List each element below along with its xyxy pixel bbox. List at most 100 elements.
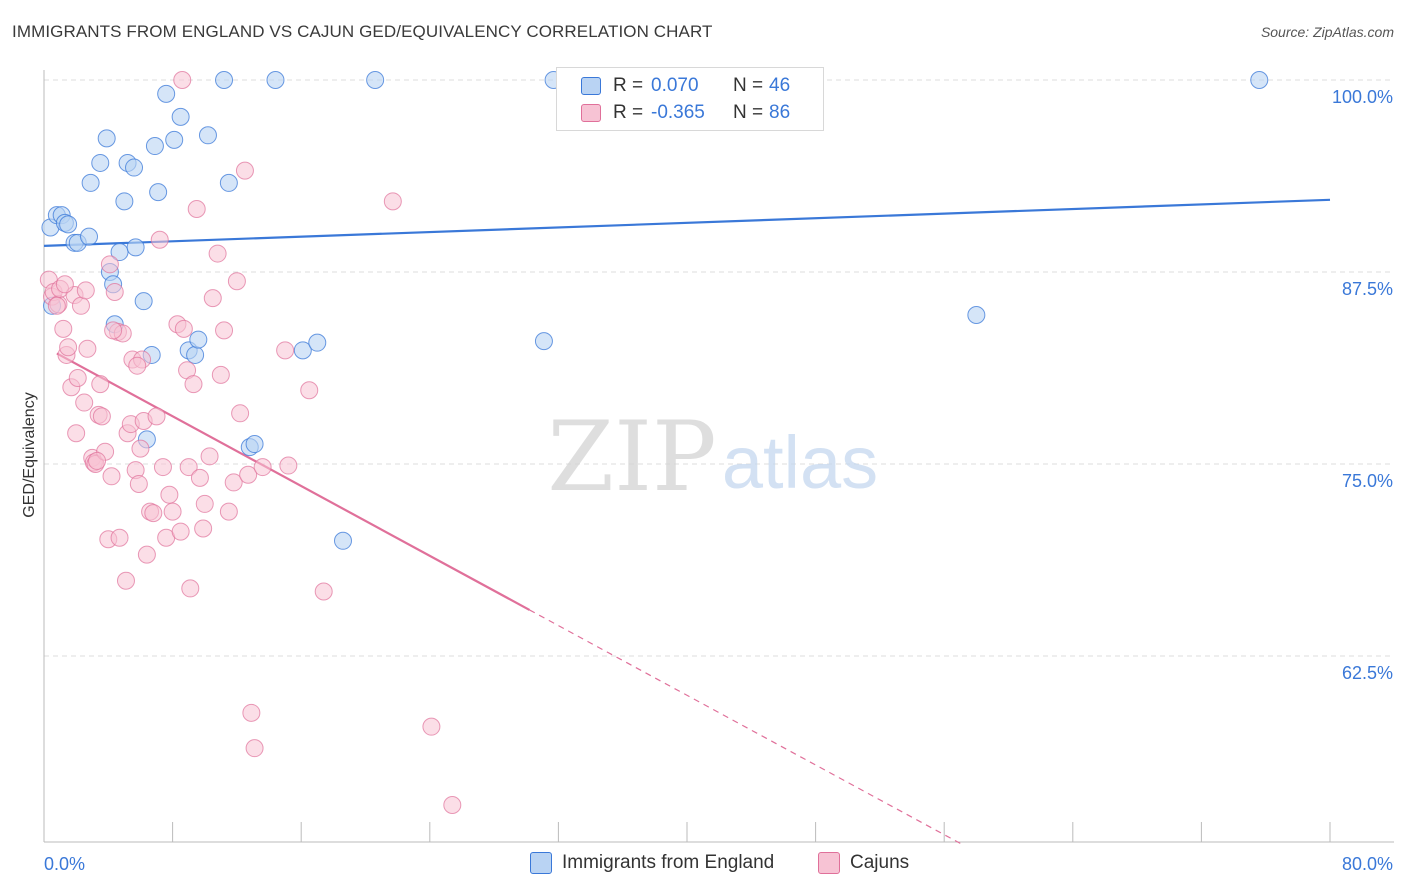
cajun-point (76, 281, 95, 300)
england-points (41, 71, 1269, 550)
cajun-point (55, 275, 74, 294)
england-point (366, 71, 385, 89)
cajun-point (190, 468, 209, 487)
cajun-point (163, 502, 182, 521)
cajun-trend-extension (529, 609, 961, 844)
cajun-point (104, 321, 123, 340)
cajun-point (105, 282, 124, 301)
axes (43, 70, 1394, 843)
watermark-zip: ZIP (547, 401, 716, 513)
legend-r-label: R = (613, 102, 644, 123)
cajun-point (129, 474, 148, 493)
cajun-trend-line (56, 352, 530, 611)
chart-title: IMMIGRANTS FROM ENGLAND VS CAJUN GED/EQU… (12, 22, 713, 41)
cajun-point (59, 338, 78, 357)
cajun-point (54, 319, 73, 338)
watermark-atlas: atlas (722, 421, 878, 504)
cajun-point (276, 341, 295, 360)
cajun-point (171, 522, 190, 541)
legend-swatch-cajun (581, 104, 601, 122)
cajun-point (200, 447, 219, 466)
england-point (198, 126, 217, 145)
cajun-point (203, 289, 222, 308)
legend-n-label: N = (733, 75, 764, 96)
cajun-point (245, 739, 264, 758)
y-tick-label: 62.5% (1342, 663, 1393, 683)
england-point (189, 330, 208, 349)
england-point (81, 173, 100, 192)
cajun-point (184, 375, 203, 394)
source-label: Source: ZipAtlas.com (1260, 24, 1394, 40)
bottom-legend-label-cajun: Cajuns (850, 852, 910, 873)
cajun-point (47, 296, 66, 315)
cajun-point (173, 71, 192, 89)
x-tick-labels: 0.0% 80.0% (44, 854, 1393, 874)
cajun-point (160, 485, 179, 504)
y-tick-label: 100.0% (1332, 87, 1393, 107)
england-point (80, 227, 99, 246)
cajun-point (253, 458, 272, 477)
england-point (97, 129, 116, 148)
cajun-point (443, 795, 462, 814)
legend-row-cajun: R = -0.365 N = 86 (581, 101, 790, 125)
england-point (157, 84, 176, 103)
legend-r-value: 0.070 (651, 75, 699, 96)
x-tick-label: 80.0% (1342, 854, 1393, 874)
england-point (149, 183, 168, 202)
cajun-point (144, 504, 163, 523)
y-tick-label: 75.0% (1342, 471, 1393, 491)
england-point (534, 332, 553, 351)
cajun-point (227, 272, 246, 291)
legend-n-value: 46 (769, 75, 791, 96)
cajun-point (75, 393, 94, 412)
england-point (333, 531, 352, 550)
trend-lines (43, 198, 1331, 844)
y-axis-label: GED/Equivalency (21, 392, 38, 518)
cajun-point (314, 582, 333, 601)
cajun-point (71, 296, 90, 315)
cajun-point (91, 375, 110, 394)
cajun-point (102, 467, 121, 486)
bottom-legend-cajun[interactable]: Cajuns (818, 852, 909, 874)
cajun-point (224, 473, 243, 492)
england-point (145, 137, 164, 156)
england-point (165, 130, 184, 149)
cajun-point (67, 424, 86, 443)
bottom-legend-swatch-england (530, 852, 552, 874)
england-point (134, 292, 153, 311)
cajun-point (279, 456, 298, 475)
bottom-legend-england[interactable]: Immigrants from England (530, 852, 774, 874)
cajun-point (147, 407, 166, 426)
england-point (1250, 71, 1269, 89)
cajun-point (219, 502, 238, 521)
cajun-point (195, 494, 214, 513)
watermark: ZIP atlas (547, 401, 878, 513)
cajun-point (211, 365, 230, 384)
cajun-point (239, 465, 258, 484)
cajun-point (187, 200, 206, 219)
cajun-point (150, 230, 169, 249)
cajun-point (137, 545, 156, 564)
cajun-point (92, 407, 111, 426)
cajun-point (131, 439, 150, 458)
england-point (266, 71, 285, 89)
cajun-point (174, 319, 193, 338)
cajun-point (215, 321, 234, 340)
cajun-point (383, 192, 402, 211)
cajun-point (422, 717, 441, 736)
england-point (91, 153, 110, 172)
correlation-legend: R = 0.070 N = 46 R = -0.365 N = 86 (556, 67, 824, 131)
england-point (293, 341, 312, 360)
cajun-point (208, 244, 227, 263)
cajun-point (116, 571, 135, 590)
england-point (308, 333, 327, 352)
england-point (215, 71, 234, 89)
england-point (125, 158, 144, 177)
england-point (59, 215, 78, 234)
y-tick-labels: 100.0% 87.5% 75.0% 62.5% (1332, 87, 1393, 683)
england-point (967, 306, 986, 325)
cajun-points (39, 71, 462, 814)
legend-swatch-england (581, 77, 601, 95)
cajun-point (153, 458, 172, 477)
y-tick-label: 87.5% (1342, 279, 1393, 299)
